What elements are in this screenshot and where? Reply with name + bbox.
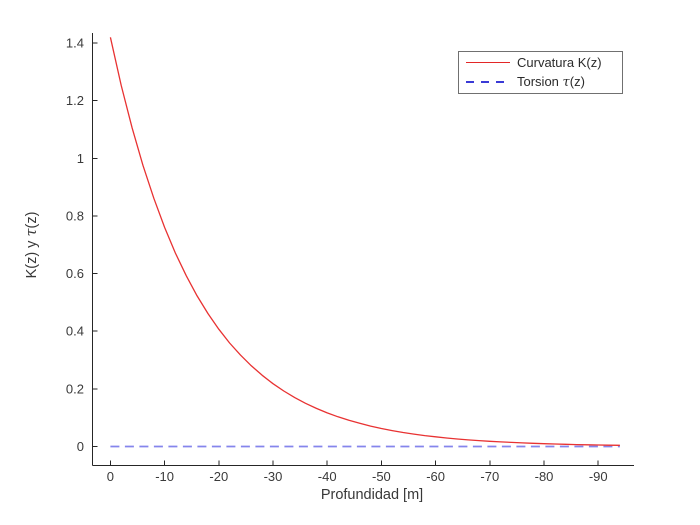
- x-tick-label: -60: [426, 469, 445, 484]
- y-tick-label: 0.4: [66, 324, 84, 339]
- x-tick-label: -70: [480, 469, 499, 484]
- legend-label-torsion: Torsion τ(z): [517, 73, 585, 90]
- y-axis-label: K(z) y τ(z): [24, 211, 40, 279]
- y-tick-label: 1.4: [66, 36, 84, 51]
- y-tick-label: 1.2: [66, 93, 84, 108]
- x-tick-label: -10: [155, 469, 174, 484]
- x-tick-label: -40: [318, 469, 337, 484]
- x-tick-label: -90: [589, 469, 608, 484]
- legend-line-solid-red: [466, 62, 510, 64]
- x-tick-label: -30: [264, 469, 283, 484]
- legend-line-dashed-blue: [466, 80, 510, 83]
- x-axis-label: Profundidad [m]: [320, 487, 424, 503]
- y-tick-label: 0.6: [66, 266, 84, 281]
- x-tick-label: 0: [107, 469, 114, 484]
- legend-item-torsion: Torsion τ(z): [466, 74, 622, 90]
- legend-item-curvatura: Curvatura K(z): [466, 55, 622, 70]
- y-tick-label: 1: [77, 151, 84, 166]
- curvatura-line: [109, 37, 620, 446]
- legend: Curvatura K(z) Torsion τ(z): [458, 51, 623, 94]
- y-tick-label: 0.8: [66, 208, 84, 223]
- x-tick-label: -80: [535, 469, 554, 484]
- x-tick-label: -20: [209, 469, 228, 484]
- legend-label-curvatura: Curvatura K(z): [517, 55, 602, 71]
- x-tick-label: -50: [372, 469, 391, 484]
- y-tick-label: 0.2: [66, 381, 84, 396]
- y-tick-label: 0: [77, 439, 84, 454]
